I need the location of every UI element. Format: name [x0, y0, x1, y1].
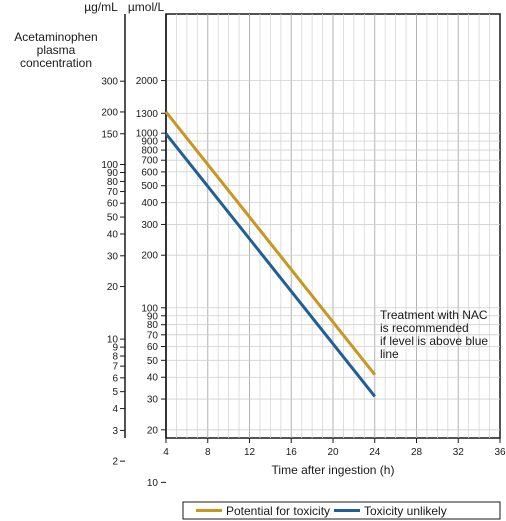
right-unit-label: µmol/L [128, 0, 165, 14]
x-tick-label: 8 [205, 447, 211, 458]
right-tick-label: 70 [147, 330, 159, 341]
left-tick-label: 6 [112, 373, 118, 384]
right-tick-label: 60 [147, 342, 159, 353]
right-tick-label: 20 [147, 425, 159, 436]
left-tick-label: 20 [107, 282, 119, 293]
series [164, 110, 376, 398]
annotation-line: is recommended [380, 321, 469, 335]
y-axis-title-line: concentration [20, 56, 92, 70]
left-tick-label: 100 [101, 160, 118, 171]
left-tick-label: 40 [107, 229, 119, 240]
left-tick-label: 4 [112, 404, 118, 415]
x-tick-label: 32 [453, 447, 465, 458]
left-tick-label: 300 [101, 77, 118, 88]
left-tick-label: 60 [107, 199, 119, 210]
left-tick-label: 50 [107, 213, 119, 224]
left-tick-label: 9 [112, 343, 118, 354]
left-tick-label: 5 [112, 387, 118, 398]
left-tick-label: 70 [107, 187, 119, 198]
left-tick-label: 8 [112, 352, 118, 363]
right-tick-label: 100 [141, 303, 158, 314]
annotation-line: if level is above blue [380, 334, 488, 348]
right-tick-label: 10 [147, 478, 159, 489]
right-tick-label: 800 [141, 146, 158, 157]
right-tick-label: 40 [147, 373, 159, 384]
y-axis-title: Acetaminophen plasma concentration [14, 30, 97, 70]
right-tick-label: 600 [141, 167, 158, 178]
series-line-toxicity-unlikely [164, 132, 376, 398]
series-line-potential-toxicity [164, 110, 376, 376]
left-tick-label: 2 [112, 457, 118, 468]
grid [166, 14, 500, 438]
right-tick-label: 400 [141, 198, 158, 209]
x-axis-title: Time after ingestion (h) [272, 463, 395, 477]
left-unit-label: µg/mL [84, 0, 118, 14]
left-tick-label: 7 [112, 362, 118, 373]
x-tick-label: 36 [494, 447, 506, 458]
left-tick-label: 90 [107, 168, 119, 179]
right-tick-label: 500 [141, 181, 158, 192]
left-tick-label: 30 [107, 251, 119, 262]
x-tick-labels: 4 8 12 16 20 24 28 32 36 [163, 438, 506, 458]
x-tick-label: 20 [327, 447, 339, 458]
x-tick-label: 16 [286, 447, 298, 458]
right-tick-label: 1300 [136, 109, 159, 120]
left-tick-label: 200 [101, 107, 118, 118]
right-tick-label: 30 [147, 395, 159, 406]
x-tick-label: 4 [163, 447, 169, 458]
y-axis-title-line: plasma [37, 43, 76, 57]
left-tick-label: 10 [107, 335, 119, 346]
right-tick-label: 1000 [136, 129, 159, 140]
right-tick-label: 200 [141, 251, 158, 262]
x-tick-label: 24 [369, 447, 381, 458]
legend-label-toxicity-unlikely: Toxicity unlikely [364, 504, 447, 518]
x-tick-label: 28 [411, 447, 423, 458]
right-tick-label: 80 [147, 320, 159, 331]
treatment-annotation: Treatment with NAC is recommended if level… [380, 308, 488, 361]
left-tick-label: 3 [112, 426, 118, 437]
annotation-line: line [380, 347, 399, 361]
right-tick-label: 2000 [136, 76, 159, 87]
legend: Potential for toxicity Toxicity unlikely [182, 501, 501, 520]
x-tick-label: 12 [244, 447, 256, 458]
right-tick-label: 90 [147, 311, 159, 322]
annotation-line: Treatment with NAC [380, 308, 488, 322]
legend-label-potential-toxicity: Potential for toxicity [226, 504, 330, 518]
right-tick-label: 700 [141, 156, 158, 167]
left-tick-label: 150 [101, 129, 118, 140]
left-tick-label: 80 [107, 177, 119, 188]
right-tick-label: 900 [141, 137, 158, 148]
y-axis-title-line: Acetaminophen [14, 30, 97, 44]
right-tick-label: 300 [141, 220, 158, 231]
right-tick-label: 50 [147, 356, 159, 367]
